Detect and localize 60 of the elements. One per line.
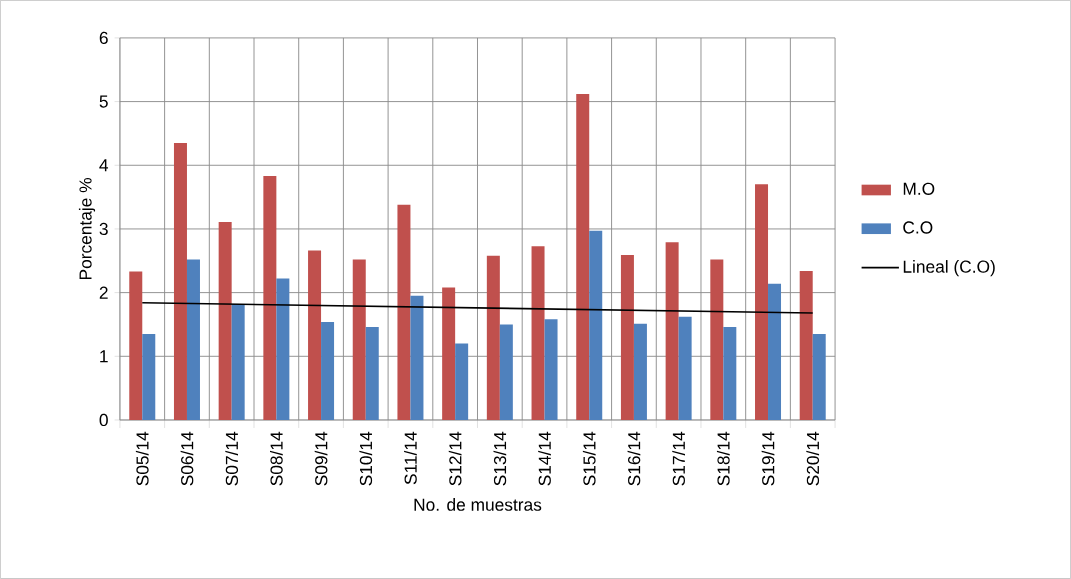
bar xyxy=(352,259,366,421)
bar xyxy=(308,250,322,421)
bar xyxy=(678,316,692,421)
bar xyxy=(768,283,782,421)
legend-label: M.O xyxy=(903,182,935,195)
bar xyxy=(218,221,232,421)
y-axis-title: Porcentaje % xyxy=(78,178,96,280)
x-tick-label: S19/14 xyxy=(761,431,775,486)
x-tick-label: S09/14 xyxy=(314,431,328,486)
bar xyxy=(544,319,558,421)
bar xyxy=(723,327,737,421)
bar xyxy=(486,255,500,421)
x-tick-label: S20/14 xyxy=(806,431,820,486)
y-tick-label: 0 xyxy=(99,413,108,427)
bar xyxy=(365,327,379,421)
x-tick-label: S17/14 xyxy=(672,431,685,486)
x-tick-label: S14/14 xyxy=(538,431,551,486)
bar xyxy=(231,304,245,421)
bar xyxy=(410,295,424,421)
y-tick-label: 4 xyxy=(99,159,109,172)
x-tick-label: S12/14 xyxy=(448,431,462,486)
y-tick-label: 6 xyxy=(99,31,108,45)
x-tick-label: S05/14 xyxy=(135,431,149,486)
x-tick-label: S15/14 xyxy=(582,431,596,486)
bar xyxy=(455,343,469,421)
x-tick-label: S10/14 xyxy=(359,431,373,486)
bar xyxy=(186,259,200,421)
bar xyxy=(589,230,603,421)
y-tick-label: 2 xyxy=(99,286,108,299)
y-tick-label: 3 xyxy=(99,222,108,236)
x-tick-label: S08/14 xyxy=(269,431,283,486)
legend-label: C.O xyxy=(903,221,933,234)
x-tick-label: S11/14 xyxy=(404,431,417,485)
x-tick-label: S18/14 xyxy=(716,431,730,486)
bar xyxy=(665,242,679,421)
x-axis-title: No. de muestras xyxy=(414,498,542,511)
bar xyxy=(576,93,590,421)
bar xyxy=(276,278,290,421)
bar xyxy=(755,184,769,421)
bar xyxy=(812,334,826,421)
x-tick-label: S16/14 xyxy=(627,431,641,486)
bar xyxy=(499,324,513,421)
bar xyxy=(442,287,456,421)
x-tick-label: S06/14 xyxy=(180,431,194,486)
bar xyxy=(129,271,143,421)
bar xyxy=(142,334,156,421)
bar xyxy=(620,255,634,421)
bar xyxy=(799,271,813,421)
bar xyxy=(173,143,187,421)
bar xyxy=(397,204,411,421)
bar xyxy=(633,323,647,421)
legend-label: Lineal (C.O) xyxy=(903,260,995,277)
bar xyxy=(321,321,335,421)
x-tick-label: S07/14 xyxy=(225,431,239,486)
bar xyxy=(710,259,724,421)
x-tick-label: S13/14 xyxy=(493,431,507,486)
bar xyxy=(263,176,277,421)
y-tick-label: 1 xyxy=(100,350,108,363)
bar xyxy=(531,246,545,421)
y-tick-label: 5 xyxy=(99,95,108,108)
